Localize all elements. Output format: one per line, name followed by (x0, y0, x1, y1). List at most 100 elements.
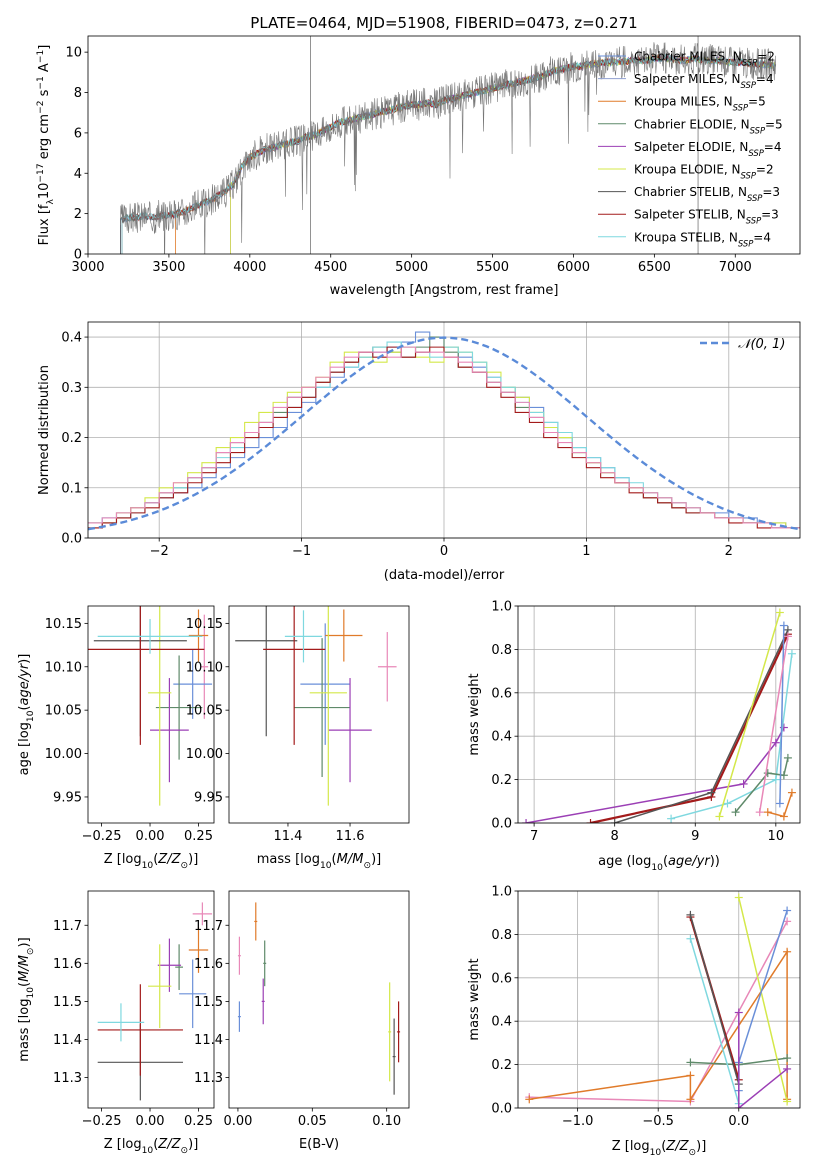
weight-marker (686, 1058, 695, 1067)
y-tick-label: 0.1 (61, 481, 82, 496)
y-tick-label: 11.6 (194, 957, 223, 972)
x-tick-label: 0.05 (298, 1114, 327, 1129)
plot-area (97, 902, 213, 1101)
weight-marker (779, 812, 788, 821)
y-tick-label: 0.2 (491, 773, 512, 788)
error-bar-point (237, 936, 241, 975)
legend: 𝒩(0, 1) (700, 337, 785, 352)
y-tick-label: 10 (65, 46, 82, 61)
weight-marker (734, 1104, 743, 1108)
x-tick-label: −2 (150, 544, 169, 559)
weight-marker (610, 819, 619, 823)
label-fragment: =5 (748, 95, 766, 109)
legend-entry: Chabrier STELIB, NSSP=3 (634, 185, 780, 203)
error-bar-point (254, 902, 258, 941)
x-tick-label: 9 (691, 829, 699, 844)
plot-area (88, 331, 800, 531)
label-fragment: Z/Z (665, 1139, 689, 1154)
label-fragment: age/yr (668, 854, 711, 869)
y-tick-label: 0.6 (491, 686, 512, 701)
axes-frame (87, 35, 801, 255)
label-fragment: Salpeter ELODIE, N (634, 140, 748, 154)
label-fragment: −2 (36, 101, 46, 114)
label-fragment: SSP (750, 125, 766, 135)
weight-marker (525, 1095, 534, 1104)
weight-trace (738, 897, 788, 1102)
label-fragment: Z [log (104, 1137, 142, 1152)
x-tick-label: 0.0 (728, 1114, 749, 1129)
label-fragment: Chabrier STELIB, N (634, 185, 747, 199)
y-tick-label: 0.2 (491, 1058, 512, 1073)
label-fragment: ⊙ (363, 861, 371, 871)
error-bar-point (179, 959, 207, 1029)
weight-marker (686, 910, 695, 919)
y-tick-label: 9.95 (194, 790, 223, 805)
label-fragment: )] (17, 937, 32, 947)
x-tick-label: 0.00 (136, 1114, 165, 1129)
y-axis-label: Flux [fλ10−17 erg cm−2 s−1 A−1] (36, 45, 56, 246)
label-fragment: −1 (36, 76, 46, 89)
weight-marker (783, 1097, 792, 1106)
x-tick-label: 1 (582, 544, 590, 559)
weight-marker (686, 1095, 695, 1104)
error-bar-point (88, 606, 205, 745)
weight-marker (783, 753, 792, 762)
label-fragment: Z [log (104, 852, 142, 867)
y-tick-label: 0.2 (61, 431, 82, 446)
error-bar-point (263, 940, 267, 987)
x-tick-label: 7000 (719, 260, 752, 275)
plot-area (235, 606, 397, 806)
x-tick-label: 0.25 (184, 829, 213, 844)
legend-entry: Salpeter ELODIE, NSSP=4 (634, 140, 782, 158)
x-axis-label: E(B-V) (299, 1137, 339, 1152)
x-tick-label: 8 (611, 829, 619, 844)
weight-marker (723, 799, 732, 808)
x-tick-label: 3500 (152, 260, 185, 275)
error-bar-point (157, 938, 182, 992)
y-tick-label: 10.05 (186, 704, 223, 719)
panel-spectrum: 3000 3500 4000 4500 5000 5500 6000 6500 7000 0 2 4 6… (65, 35, 801, 275)
y-axis-label: age [log10(age/yr)] (17, 654, 36, 776)
plot-area (88, 606, 213, 806)
weight-marker (763, 769, 772, 778)
label-fragment: ( (332, 852, 337, 867)
error-bar-point (377, 632, 397, 702)
error-bar-point (294, 638, 351, 777)
error-bar-point (237, 1001, 241, 1032)
x-axis-label: age (log10(age/yr)) (598, 854, 720, 873)
x-tick-label: −0.5 (642, 1114, 674, 1129)
x-tick-label: 7 (530, 829, 538, 844)
legend-entry: 𝒩(0, 1) (738, 337, 785, 352)
label-fragment: ( (663, 854, 668, 869)
y-tick-label: 10.10 (186, 660, 223, 675)
y-tick-label: 0.0 (491, 1102, 512, 1117)
x-tick-label: 6500 (638, 260, 671, 275)
weight-marker (715, 812, 724, 821)
label-fragment: ⊙ (689, 1148, 697, 1158)
weight-trace (779, 625, 785, 804)
weight-marker (731, 808, 740, 817)
x-tick-label: −1.0 (562, 1114, 594, 1129)
label-fragment: SSP (738, 238, 754, 248)
y-tick-label: 11.7 (194, 919, 223, 934)
y-tick-label: 4 (74, 167, 82, 182)
plot-area (525, 893, 792, 1108)
label-fragment: )) (710, 854, 720, 869)
label-fragment: Kroupa MILES, N (634, 95, 733, 109)
x-axis-label: mass [log10(M/M⊙)] (257, 852, 381, 871)
x-tick-label: 0.25 (184, 1114, 213, 1129)
y-axis-label: mass weight (467, 673, 482, 755)
label-fragment: ] (37, 45, 52, 50)
label-fragment: SSP (748, 148, 764, 158)
label-fragment: )] (696, 1139, 706, 1154)
weight-marker (783, 632, 792, 641)
y-tick-label: 0.4 (491, 730, 512, 745)
label-fragment: age (log (598, 854, 651, 869)
weight-marker (667, 814, 676, 823)
axes-frame (87, 605, 215, 824)
label-fragment: =3 (761, 208, 779, 222)
error-bar-point (192, 902, 213, 926)
y-axis-label: mass weight (467, 958, 482, 1040)
x-tick-label: −1 (292, 544, 311, 559)
y-tick-label: 9.95 (53, 790, 82, 805)
